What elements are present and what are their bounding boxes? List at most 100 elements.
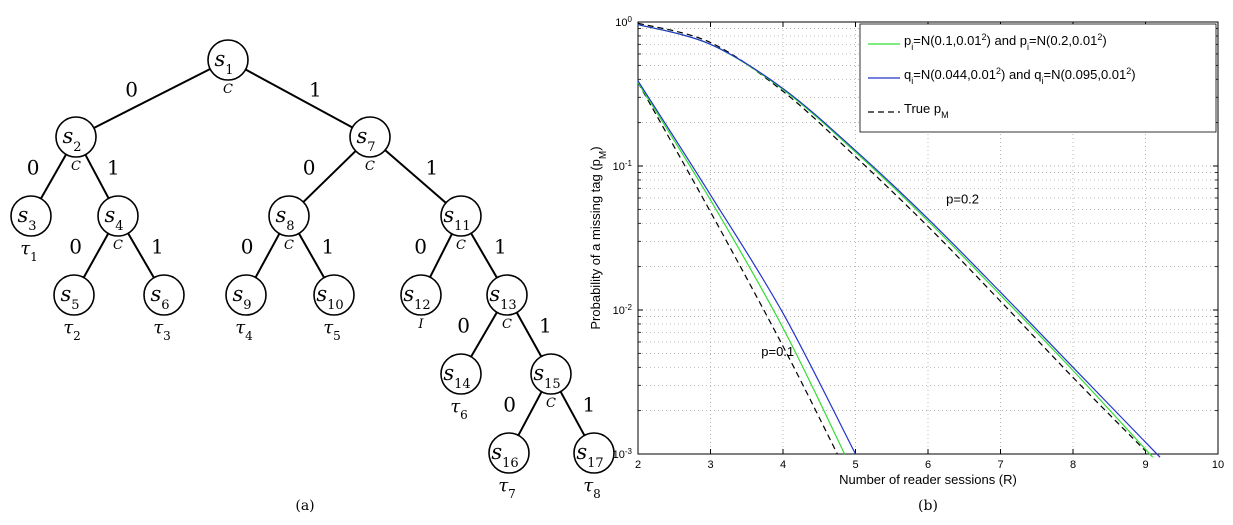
missing-tag-probability-chart: 2 3 4 5 6 7 8 9 10 100 10-1 10-2 10-3 p=0.2 p=0.1 pi=…: [588, 15, 1224, 488]
node-circle: [225, 274, 267, 316]
x-tick-label: 8: [1070, 459, 1076, 471]
node-label: s5: [60, 282, 79, 313]
x-axis-label: Number of reader sessions (R): [839, 472, 1017, 487]
tree-node-s7: s7 C: [349, 116, 391, 174]
tree-node-s2: s2 C: [55, 116, 97, 174]
tree-edge: [302, 150, 357, 203]
tree-edge: [515, 311, 543, 358]
tree-edges: 0 1 0 1 0 1 0 1 0 1 0 1 0 1 0 1: [27, 68, 596, 436]
node-label: s4: [104, 203, 123, 234]
tree-node-s12: s12 I: [400, 274, 442, 332]
node-label: s3: [17, 203, 36, 234]
node-label: s6: [150, 282, 169, 313]
tree-edge: [429, 233, 453, 278]
node-circle: [207, 39, 249, 81]
edge-label: 1: [583, 393, 596, 417]
node-circle: [143, 274, 185, 316]
edge-label: 0: [457, 314, 470, 338]
x-tick-label: 6: [925, 459, 931, 471]
node-state-label: C: [456, 238, 466, 253]
node-label: s12: [403, 282, 430, 313]
edge-label: 1: [151, 235, 164, 259]
node-circle: [55, 116, 97, 158]
legend-entry: pi=N(0.1,0.012) and pi=N(0.2,0.012): [904, 32, 1107, 52]
x-tick-label: 10: [1212, 459, 1224, 471]
tree-edge: [298, 232, 325, 279]
node-state-label: C: [284, 238, 294, 253]
edge-label: 1: [426, 156, 439, 180]
node-state-label: C: [71, 159, 81, 174]
tree-edge: [82, 232, 110, 279]
curve-annotation: p=0.1: [761, 344, 794, 359]
node-state-label: C: [113, 238, 123, 253]
node-circle: [53, 274, 95, 316]
tree-edge: [245, 68, 353, 129]
tree-edge: [384, 149, 447, 204]
series-line-p-0.2-q: [637, 23, 1161, 458]
tree-edge: [559, 391, 586, 436]
edge-label: 0: [69, 235, 82, 259]
node-label: s10: [316, 282, 343, 313]
tree-node-s15: s15 C: [530, 353, 572, 411]
x-tick-label: 4: [780, 459, 786, 471]
series-line-p-0.1-q: [637, 80, 857, 455]
node-tag-label: τ4: [235, 317, 253, 343]
series-line-p-0.1-true: [637, 82, 838, 455]
node-state-label: C: [365, 159, 375, 174]
tree-edge: [254, 233, 281, 278]
edge-label: 1: [494, 235, 507, 259]
tree-node-s1: s1 C: [207, 39, 249, 97]
node-label: s13: [489, 282, 516, 313]
node-circle: [97, 195, 139, 237]
node-tag-label: τ1: [20, 238, 38, 264]
data-series: [637, 22, 1161, 458]
tree-node-s11: s11 C: [440, 195, 482, 253]
node-circle: [486, 274, 528, 316]
node-tag-label: τ5: [323, 317, 341, 343]
node-circle: [573, 432, 615, 474]
node-state-label: I: [417, 317, 424, 332]
tree-node-s8: s8 C: [268, 195, 310, 253]
tree-node-s13: s13 C: [486, 274, 528, 332]
caption-b: (b): [918, 498, 938, 514]
axis-ticks: 2 3 4 5 6 7 8 9 10 100 10-1 10-2 10-3: [613, 15, 1225, 472]
node-label: s7: [356, 124, 375, 155]
tree-edge: [470, 311, 498, 358]
curve-annotation: p=0.2: [946, 191, 979, 206]
tree-edge: [93, 68, 211, 129]
edge-label: 1: [322, 235, 335, 259]
x-tick-label: 9: [1142, 459, 1148, 471]
node-circle: [530, 353, 572, 395]
node-circle: [349, 116, 391, 158]
node-label: s2: [62, 124, 81, 155]
edge-label: 1: [539, 314, 552, 338]
x-tick-label: 5: [852, 459, 858, 471]
node-tag-label: τ7: [498, 475, 516, 501]
node-state-label: C: [223, 82, 233, 97]
node-label: s11: [443, 203, 470, 234]
node-label: s14: [443, 361, 470, 392]
y-axis-label-sub: M: [598, 151, 609, 159]
edge-label: 0: [27, 156, 40, 180]
tree-edge: [40, 153, 67, 200]
y-tick-label: 10-1: [613, 159, 633, 174]
x-tick-label: 7: [997, 459, 1003, 471]
y-axis-label: Probability of a missing tag (pM): [588, 146, 609, 329]
legend-entry: qi=N(0.044,0.012) and qi=N(0.095,0.012): [904, 66, 1136, 86]
edge-label: 1: [309, 78, 322, 102]
edge-label: 0: [241, 235, 254, 259]
node-circle: [488, 432, 530, 474]
node-label: s8: [275, 203, 294, 234]
chart-annotations: p=0.2 p=0.1: [761, 191, 979, 359]
legend-box: [859, 23, 1217, 133]
tree-edge: [127, 232, 155, 279]
y-tick-label: 10-2: [613, 303, 633, 318]
x-tick-label: 3: [707, 459, 713, 471]
